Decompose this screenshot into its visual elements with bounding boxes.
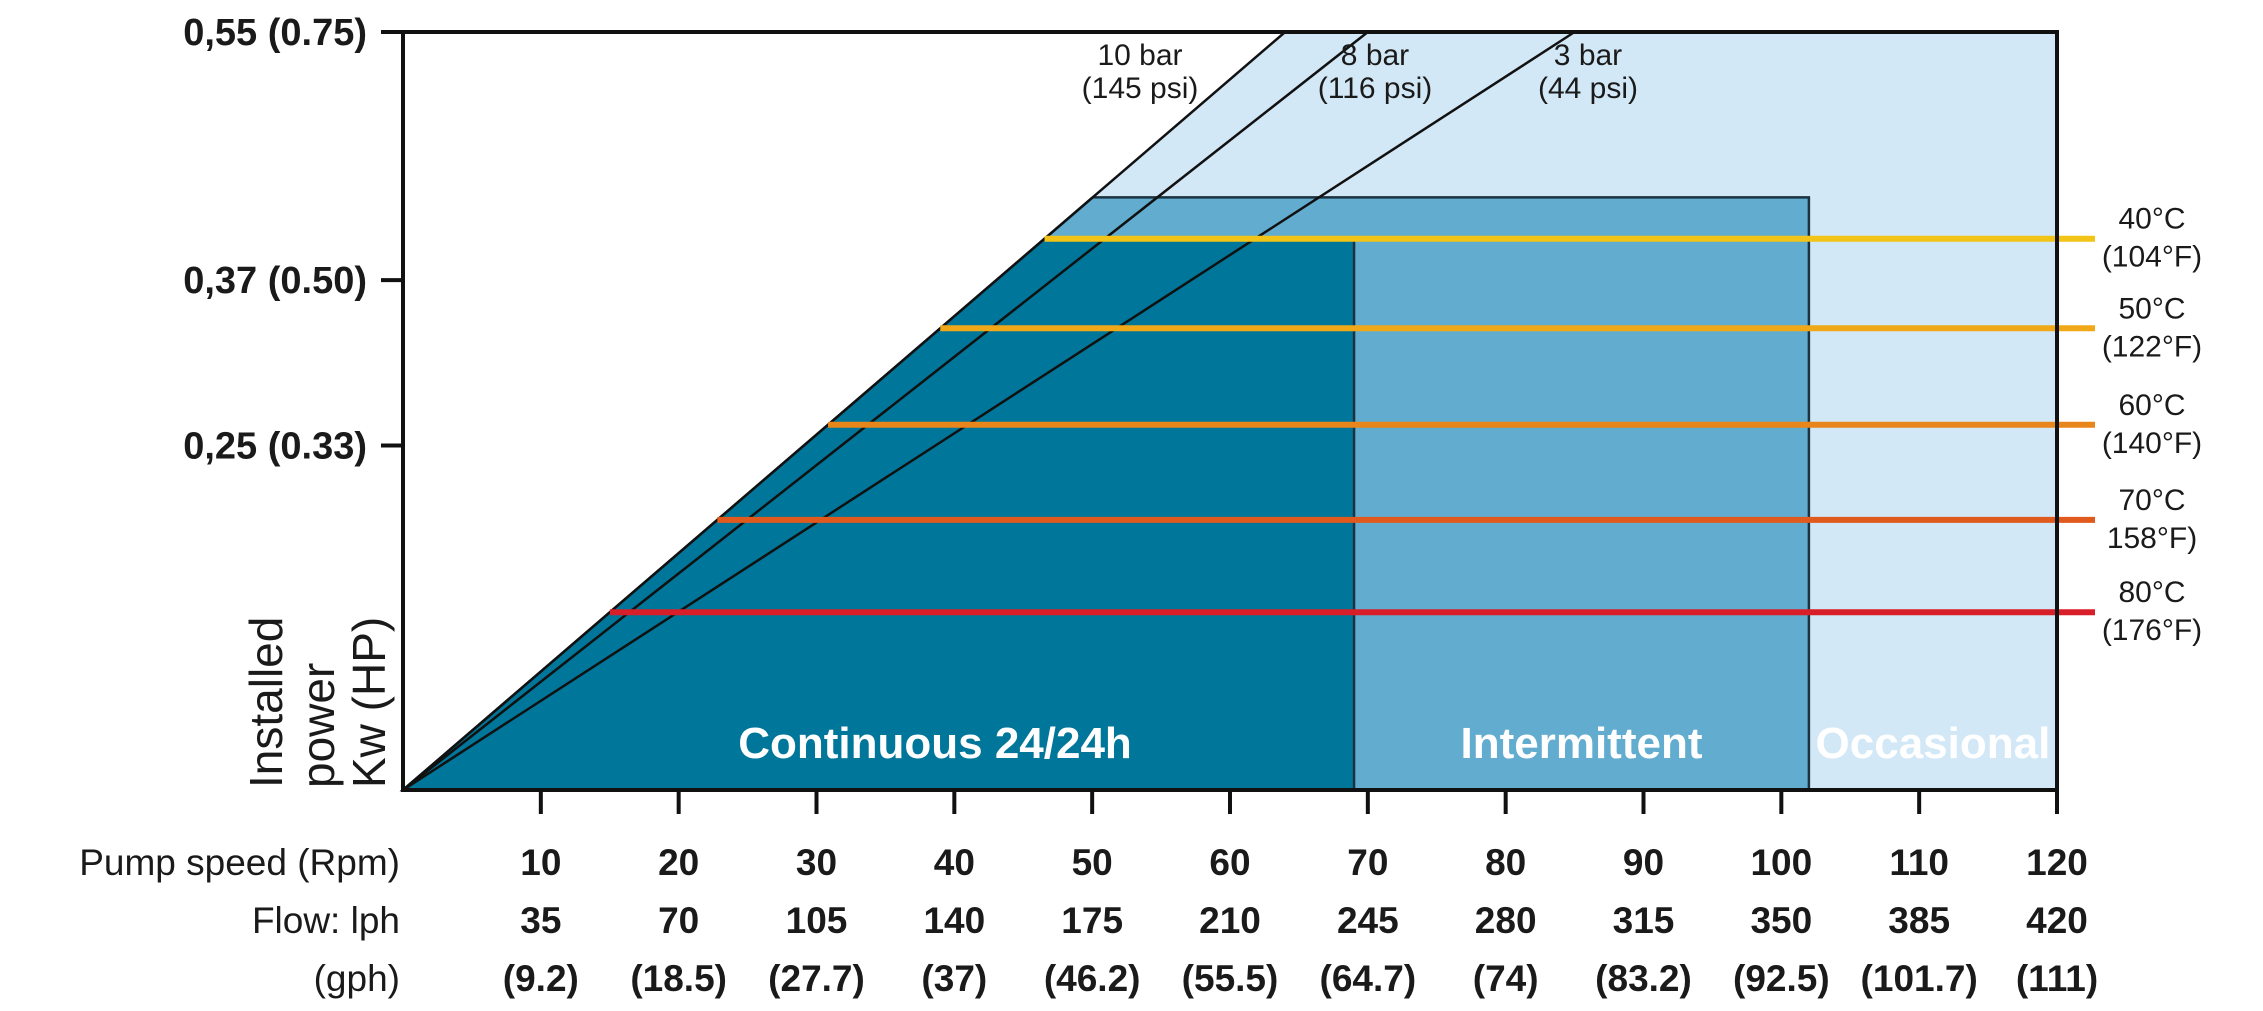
pressure-label-psi: (44 psi) [1538, 72, 1638, 105]
x-tick-rpm: 120 [2026, 842, 2088, 883]
x-tick-rpm: 70 [1347, 842, 1388, 883]
temp-label-fahrenheit: (176°F) [2102, 614, 2202, 647]
x-tick-gph: (64.7) [1320, 958, 1417, 999]
x-tick-gph: (74) [1473, 958, 1539, 999]
y-tick-label: 0,55 (0.75) [183, 12, 367, 54]
x-tick-lph: 420 [2026, 900, 2088, 941]
x-tick-lph: 350 [1750, 900, 1812, 941]
x-tick-gph: (92.5) [1733, 958, 1830, 999]
x-axis-row-label: (gph) [314, 958, 400, 999]
x-tick-lph: 385 [1888, 900, 1950, 941]
temp-label-fahrenheit: 158°F) [2107, 522, 2197, 555]
x-tick-lph: 210 [1199, 900, 1261, 941]
temp-label-fahrenheit: (122°F) [2102, 330, 2202, 363]
x-tick-gph: (27.7) [768, 958, 865, 999]
temp-label-celsius: 80°C [2118, 576, 2185, 609]
x-tick-gph: (83.2) [1595, 958, 1692, 999]
x-tick-lph: 105 [786, 900, 848, 941]
temp-label-fahrenheit: (104°F) [2102, 241, 2202, 274]
x-tick-lph: 140 [923, 900, 985, 941]
x-axis-row-label: Pump speed (Rpm) [79, 842, 400, 883]
x-tick-lph: 280 [1475, 900, 1537, 941]
x-tick-rpm: 110 [1889, 842, 1949, 883]
x-tick-rpm: 100 [1750, 842, 1812, 883]
x-tick-lph: 245 [1337, 900, 1399, 941]
x-tick-lph: 35 [520, 900, 561, 941]
x-tick-rpm: 20 [658, 842, 699, 883]
x-tick-rpm: 80 [1485, 842, 1526, 883]
x-tick-gph: (18.5) [630, 958, 727, 999]
x-tick-lph: 70 [658, 900, 699, 941]
temp-label-celsius: 50°C [2118, 292, 2185, 325]
x-tick-lph: 175 [1061, 900, 1123, 941]
y-axis-label: Installed power Kw (HP) [240, 617, 395, 788]
x-tick-rpm: 90 [1623, 842, 1664, 883]
x-tick-gph: (9.2) [503, 958, 579, 999]
pressure-label-name: 10 bar [1097, 39, 1182, 72]
pressure-label-name: 3 bar [1554, 39, 1622, 72]
y-axis-label-line: Kw (HP) [343, 617, 395, 788]
chart-axes-layer [381, 30, 2059, 814]
x-axis-row-label: Flow: lph [252, 900, 400, 941]
temp-label-celsius: 70°C [2118, 484, 2185, 517]
x-tick-gph: (37) [921, 958, 987, 999]
x-tick-lph: 315 [1613, 900, 1675, 941]
x-tick-gph: (55.5) [1182, 958, 1279, 999]
pressure-label-name: 8 bar [1341, 39, 1409, 72]
pressure-line-8-bar [402, 31, 1369, 791]
temp-label-celsius: 60°C [2118, 389, 2185, 422]
chart-line-layer [402, 30, 2095, 792]
pressure-label-psi: (145 psi) [1082, 72, 1199, 105]
x-tick-rpm: 50 [1072, 842, 1113, 883]
x-tick-rpm: 30 [796, 842, 837, 883]
x-tick-gph: (46.2) [1044, 958, 1141, 999]
x-tick-rpm: 60 [1209, 842, 1250, 883]
zone-label: Continuous 24/24h [738, 719, 1132, 768]
temp-label-fahrenheit: (140°F) [2102, 427, 2202, 460]
y-axis-label-line: Installed [240, 617, 292, 788]
y-axis-label-line: power [292, 663, 344, 788]
x-tick-gph: (101.7) [1861, 958, 1978, 999]
chart-fill-layer [399, 32, 2057, 792]
x-tick-rpm: 40 [934, 842, 975, 883]
chart-text-layer: 40°C (104°F) 50°C (122°F) 60°C (140°F) 70°C 158… [79, 12, 2202, 999]
temp-label-celsius: 40°C [2118, 203, 2185, 236]
y-tick-label: 0,25 (0.33) [183, 425, 367, 467]
pressure-label-psi: (116 psi) [1318, 72, 1433, 105]
x-tick-gph: (111) [2016, 958, 2098, 999]
pressure-line-10-bar [402, 31, 1286, 791]
pressure-line-3-bar [402, 30, 1576, 792]
x-tick-rpm: 10 [520, 842, 561, 883]
zone-label: Occasional [1816, 719, 2051, 768]
zone-label: Intermittent [1460, 719, 1702, 768]
y-tick-label: 0,37 (0.50) [183, 260, 367, 302]
